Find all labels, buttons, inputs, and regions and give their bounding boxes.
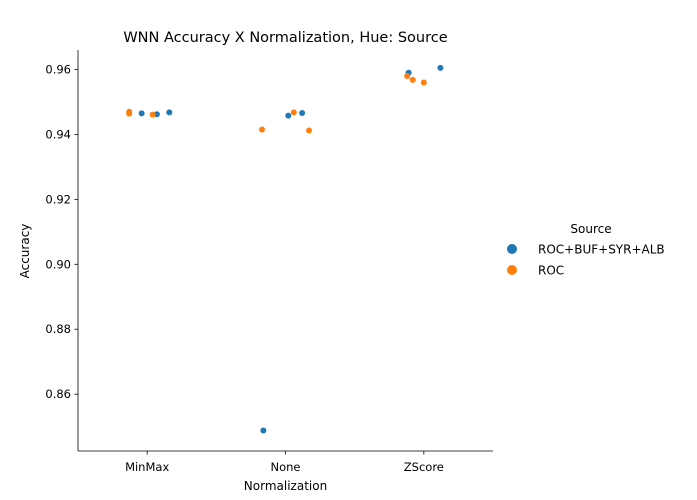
y-tick-label: 0.94 <box>45 127 71 141</box>
legend-label-roc-buf-syr-alb: ROC+BUF+SYR+ALB <box>538 243 665 257</box>
data-point-roc-buf-syr-alb <box>437 64 444 71</box>
data-point-roc <box>258 126 265 133</box>
chart-title: WNN Accuracy X Normalization, Hue: Sourc… <box>123 30 447 46</box>
axes <box>77 50 493 452</box>
legend-marker-roc <box>507 265 517 275</box>
data-points <box>126 64 444 434</box>
data-point-roc <box>306 127 313 134</box>
data-point-roc-buf-syr-alb <box>285 112 292 119</box>
data-point-roc <box>126 110 133 117</box>
x-axis-label: Normalization <box>244 479 327 493</box>
y-ticks: 0.86 0.88 0.90 0.92 0.94 0.96 <box>45 62 78 401</box>
y-tick-label: 0.86 <box>45 387 71 401</box>
x-tick-label: MinMax <box>125 460 169 474</box>
y-tick-label: 0.96 <box>45 62 71 76</box>
legend: Source ROC+BUF+SYR+ALB ROC <box>507 222 665 278</box>
data-point-roc-buf-syr-alb <box>166 109 173 116</box>
x-ticks: MinMax None ZScore <box>125 451 444 474</box>
y-tick-label: 0.90 <box>45 257 71 271</box>
data-point-roc <box>404 72 411 79</box>
data-point-roc <box>149 111 156 118</box>
y-tick-label: 0.92 <box>45 192 71 206</box>
legend-title: Source <box>570 222 611 236</box>
y-axis-label: Accuracy <box>18 224 32 279</box>
data-point-roc <box>420 79 427 86</box>
x-tick-label: None <box>270 460 300 474</box>
data-point-roc-buf-syr-alb <box>260 427 267 434</box>
x-tick-label: ZScore <box>404 460 444 474</box>
data-point-roc <box>409 76 416 83</box>
data-point-roc-buf-syr-alb <box>138 110 145 117</box>
data-point-roc <box>290 109 297 116</box>
legend-label-roc: ROC <box>538 264 564 278</box>
y-tick-label: 0.88 <box>45 322 71 336</box>
data-point-roc-buf-syr-alb <box>299 109 306 116</box>
legend-marker-roc-buf-syr-alb <box>507 244 517 254</box>
